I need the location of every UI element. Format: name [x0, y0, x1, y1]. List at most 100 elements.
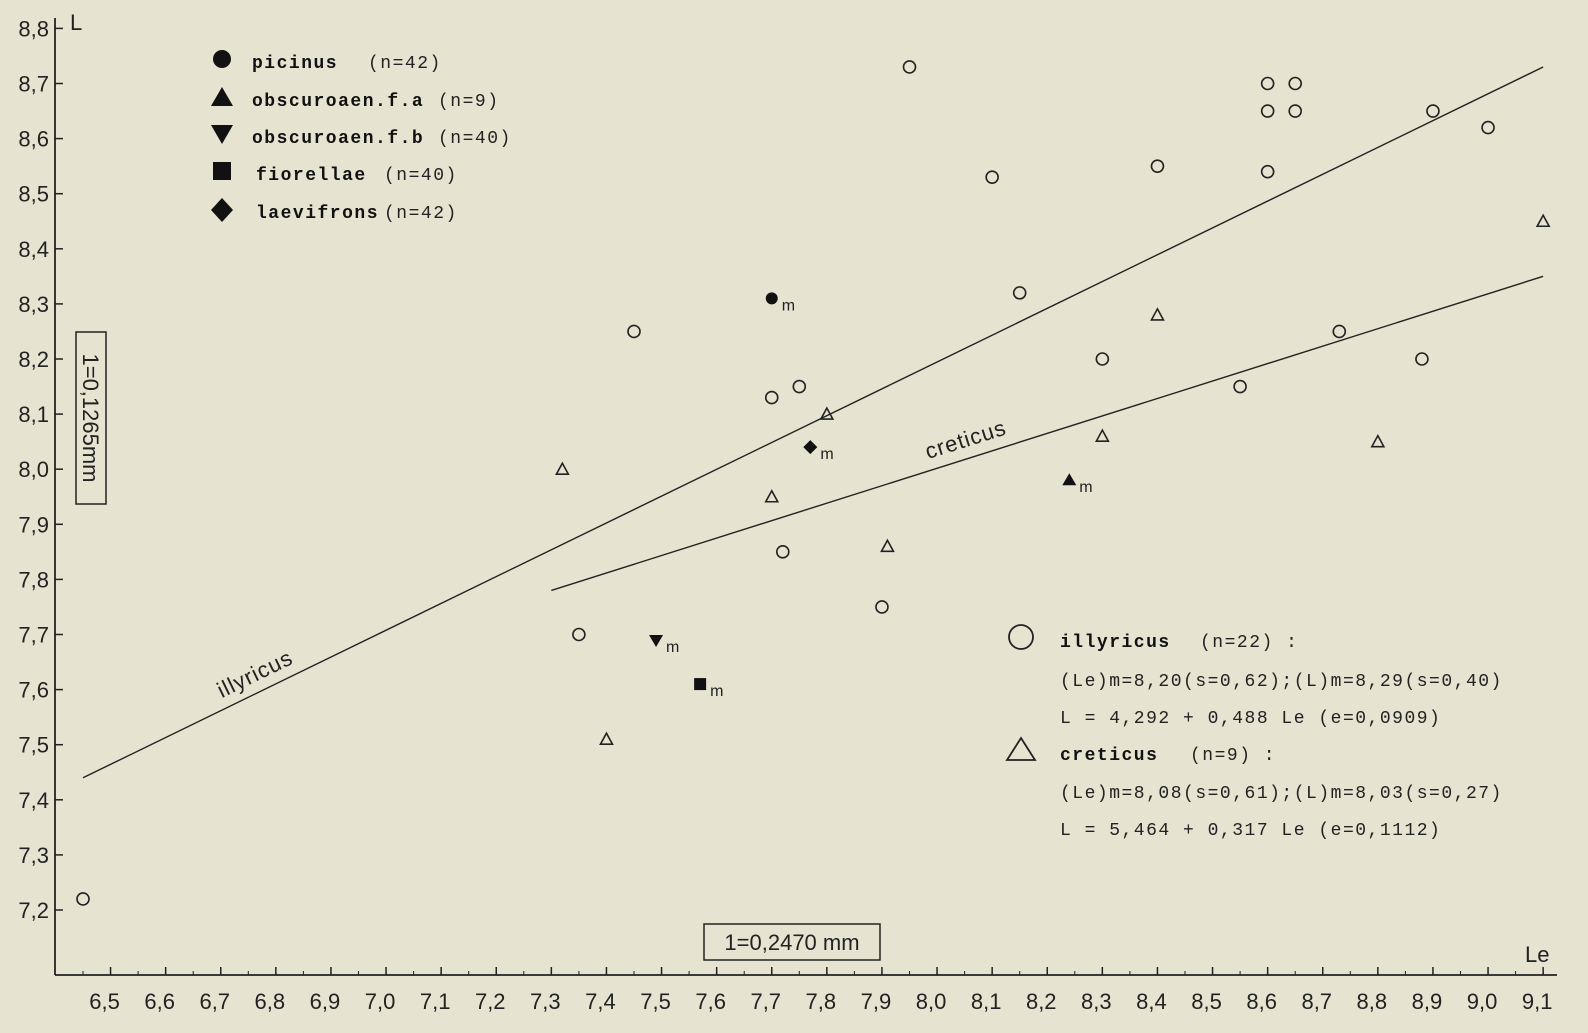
y-tick-label: 7,8	[18, 567, 49, 592]
x-tick-label: 6,7	[199, 989, 230, 1014]
point-illyricus	[76, 892, 90, 906]
y-tick-label: 8,4	[18, 237, 49, 262]
point-creticus	[1370, 433, 1386, 448]
x-tick-label: 8,9	[1412, 989, 1443, 1014]
point-illyricus	[1233, 379, 1247, 394]
legend-count: (n=42)	[384, 204, 458, 224]
point-illyricus	[1260, 104, 1275, 118]
y-tick-label: 8,5	[18, 182, 49, 207]
x-tick-label: 7,1	[420, 989, 451, 1014]
legend-item-picinus: picinus (n=42)	[213, 50, 442, 74]
point-creticus	[819, 406, 835, 420]
filled-triangle-down-icon	[211, 125, 233, 144]
x-tick-label: 8,1	[971, 989, 1002, 1014]
stats-block: illyricus (n=22) : (Le)m=8,20(s=0,62);(L…	[1005, 624, 1503, 841]
regression-line-creticus	[551, 275, 1544, 592]
x-axis-title: Le	[1525, 942, 1549, 967]
x-tick-label: 7,4	[585, 989, 616, 1014]
point-creticus	[880, 538, 895, 553]
point-illyricus	[1332, 324, 1347, 339]
x-tick-label: 7,5	[640, 989, 671, 1014]
y-tick-label: 8,7	[18, 72, 49, 97]
x-tick-label: 8,7	[1301, 989, 1332, 1014]
y-tick-label: 7,9	[18, 512, 49, 537]
stats-name: creticus	[1060, 746, 1158, 766]
y-tick-label: 7,2	[18, 898, 49, 923]
point-illyricus	[1481, 120, 1495, 135]
mean-point-triangle-up-filled	[1062, 473, 1077, 486]
point-illyricus	[1260, 76, 1275, 91]
stats-means: (Le)m=8,20(s=0,62);(L)m=8,29(s=0,40)	[1060, 672, 1503, 692]
point-creticus	[1095, 428, 1110, 442]
point-illyricus	[764, 390, 779, 405]
x-tick-label: 7,7	[750, 989, 781, 1014]
x-tick-label: 9,0	[1467, 989, 1498, 1014]
x-tick-label: 7,2	[475, 989, 506, 1014]
legend-count: (n=40)	[384, 166, 458, 186]
filled-square-icon	[213, 162, 231, 180]
y-tick-label: 7,4	[18, 788, 49, 813]
x-tick-label: 6,8	[255, 989, 286, 1014]
y-tick-label: 7,7	[18, 623, 49, 648]
y-tick-label: 7,6	[18, 678, 49, 703]
point-illyricus	[775, 545, 790, 559]
stats-creticus: creticus (n=9) : (Le)m=8,08(s=0,61);(L)m…	[1005, 736, 1501, 841]
point-illyricus	[1288, 104, 1302, 118]
regression-label-creticus: creticus	[922, 415, 1009, 464]
y-axis-title: L	[70, 10, 82, 35]
x-tick-label: 8,0	[916, 989, 947, 1014]
mean-label: m	[820, 446, 833, 463]
filled-circle-icon	[213, 50, 231, 68]
mean-label: m	[1079, 479, 1092, 496]
x-tick-label: 8,6	[1246, 989, 1277, 1014]
point-illyricus	[902, 60, 917, 74]
legend-label: obscuroaen.f.b	[252, 129, 424, 149]
legend-label: laevifrons	[256, 204, 379, 224]
point-creticus	[599, 731, 614, 745]
point-illyricus	[1426, 104, 1440, 118]
open-triangle-icon	[1005, 736, 1037, 761]
stats-count: (n=22) :	[1200, 633, 1298, 653]
x-tick-label: 6,5	[89, 989, 120, 1014]
x-tick-label: 6,6	[144, 989, 175, 1014]
x-tick-label: 8,2	[1026, 989, 1057, 1014]
stats-equation: L = 5,464 + 0,317 Le (e=0,1112)	[1060, 821, 1441, 841]
x-scale-label: 1=0,2470 mm	[724, 930, 859, 955]
y-tick-label: 8,0	[18, 457, 49, 482]
legend-label: picinus	[252, 54, 338, 74]
data-points: m m m m m	[76, 60, 1551, 906]
legend-item-fiorellae: fiorellae (n=40)	[213, 162, 458, 186]
legend: picinus (n=42) obscuroaen.f.a (n=9) obsc…	[211, 50, 512, 224]
point-illyricus	[1288, 76, 1302, 91]
point-illyricus	[985, 170, 999, 184]
stats-illyricus: illyricus (n=22) : (Le)m=8,20(s=0,62);(L…	[1008, 624, 1503, 729]
x-tick-label: 8,5	[1191, 989, 1222, 1014]
x-tick-label: 9,1	[1522, 989, 1553, 1014]
open-circle-icon	[1008, 624, 1034, 650]
mean-point-triangle-down-filled	[649, 635, 664, 648]
legend-count: (n=9)	[438, 92, 500, 112]
point-illyricus	[1415, 352, 1429, 366]
filled-triangle-up-icon	[211, 87, 233, 106]
point-creticus	[555, 461, 570, 476]
point-creticus	[764, 489, 780, 503]
y-scale-box: 1=0,1265mm	[75, 331, 107, 505]
y-tick-label: 8,6	[18, 127, 49, 152]
y-tick-label: 8,1	[18, 402, 49, 427]
legend-label: obscuroaen.f.a	[252, 92, 424, 112]
legend-count: (n=40)	[438, 129, 512, 149]
y-tick-label: 8,8	[18, 16, 49, 41]
y-scale-label: 1=0,1265mm	[78, 353, 103, 482]
mean-point-square-filled	[694, 678, 707, 691]
point-creticus	[1150, 307, 1165, 321]
y-tick-label: 7,3	[18, 843, 49, 868]
stats-count: (n=9) :	[1190, 746, 1276, 766]
y-tick-label: 7,5	[18, 733, 49, 758]
legend-item-obscuroaen-fa: obscuroaen.f.a (n=9)	[211, 87, 500, 112]
point-illyricus	[792, 379, 807, 394]
mean-label: m	[710, 683, 723, 700]
legend-count: (n=42)	[368, 54, 442, 74]
y-tick-label: 8,3	[18, 292, 49, 317]
x-tick-label: 8,3	[1081, 989, 1112, 1014]
